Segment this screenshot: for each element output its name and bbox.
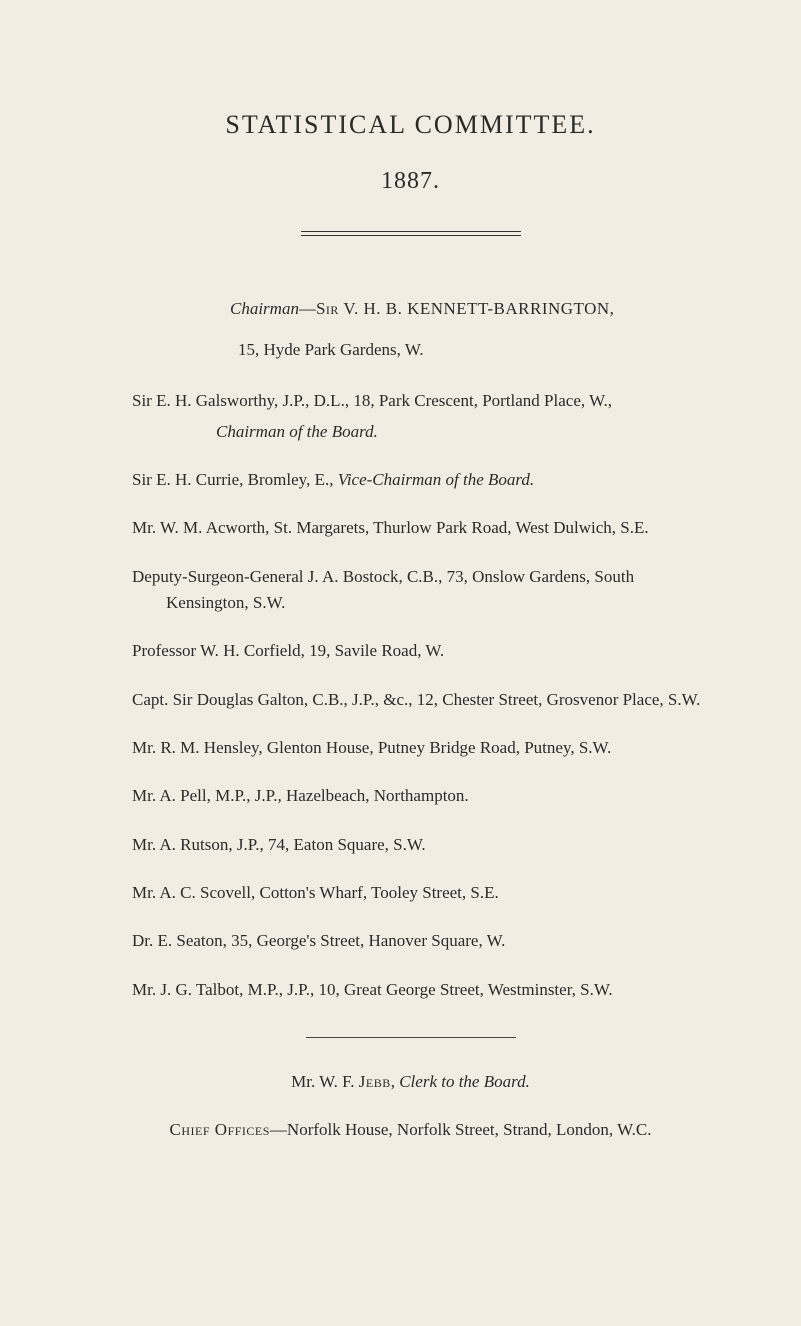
double-rule <box>110 231 711 236</box>
dash: — <box>299 299 316 318</box>
chairman-line: Chairman—Sir V. H. B. KENNETT-BARRINGTON… <box>230 296 711 322</box>
rule-line <box>301 231 521 236</box>
member-entry: Capt. Sir Douglas Galton, C.B., J.P., &c… <box>110 687 711 713</box>
offices-text: Norfolk House, Norfolk Street, Strand, L… <box>287 1120 652 1139</box>
clerk-suffix: , <box>391 1072 400 1091</box>
page: STATISTICAL COMMITTEE. 1887. Chairman—Si… <box>0 0 801 1326</box>
member-role: Vice-Chairman of the Board. <box>338 470 534 489</box>
member-entry: Sir E. H. Galsworthy, J.P., D.L., 18, Pa… <box>110 388 711 414</box>
member-entry: Mr. A. C. Scovell, Cotton's Wharf, Toole… <box>110 880 711 906</box>
clerk-name: Jebb <box>359 1072 391 1091</box>
offices-line: Chief Offices—Norfolk House, Norfolk Str… <box>110 1120 711 1140</box>
offices-label: Chief Offices <box>170 1120 270 1139</box>
separator-rule <box>306 1037 516 1038</box>
member-entry: Professor W. H. Corfield, 19, Savile Roa… <box>110 638 711 664</box>
year: 1887. <box>110 168 711 195</box>
member-entry: Dr. E. Seaton, 35, George's Street, Hano… <box>110 928 711 954</box>
member-entry: Mr. J. G. Talbot, M.P., J.P., 10, Great … <box>110 977 711 1003</box>
member-subrole: Chairman of the Board. <box>110 419 711 445</box>
member-text: Sir E. H. Currie, Bromley, E., <box>132 470 338 489</box>
member-entry: Sir E. H. Currie, Bromley, E., Vice-Chai… <box>110 467 711 493</box>
clerk-role: Clerk to the Board. <box>399 1072 530 1091</box>
member-entry: Mr. R. M. Hensley, Glenton House, Putney… <box>110 735 711 761</box>
chairman-block: Chairman—Sir V. H. B. KENNETT-BARRINGTON… <box>110 296 711 322</box>
page-title: STATISTICAL COMMITTEE. <box>110 110 711 140</box>
chairman-address: 15, Hyde Park Gardens, W. <box>110 340 711 360</box>
chairman-label: Chairman <box>230 299 299 318</box>
dash: — <box>270 1120 287 1139</box>
member-entry: Mr. A. Rutson, J.P., 74, Eaton Square, S… <box>110 832 711 858</box>
clerk-prefix: Mr. W. F. <box>291 1072 359 1091</box>
member-entry: Deputy-Surgeon-General J. A. Bostock, C.… <box>110 564 711 617</box>
chairman-name: Sir V. H. B. KENNETT-BARRINGTON, <box>316 299 614 318</box>
member-entry: Mr. A. Pell, M.P., J.P., Hazelbeach, Nor… <box>110 783 711 809</box>
clerk-line: Mr. W. F. Jebb, Clerk to the Board. <box>110 1072 711 1092</box>
member-entry: Mr. W. M. Acworth, St. Margarets, Thurlo… <box>110 515 711 541</box>
